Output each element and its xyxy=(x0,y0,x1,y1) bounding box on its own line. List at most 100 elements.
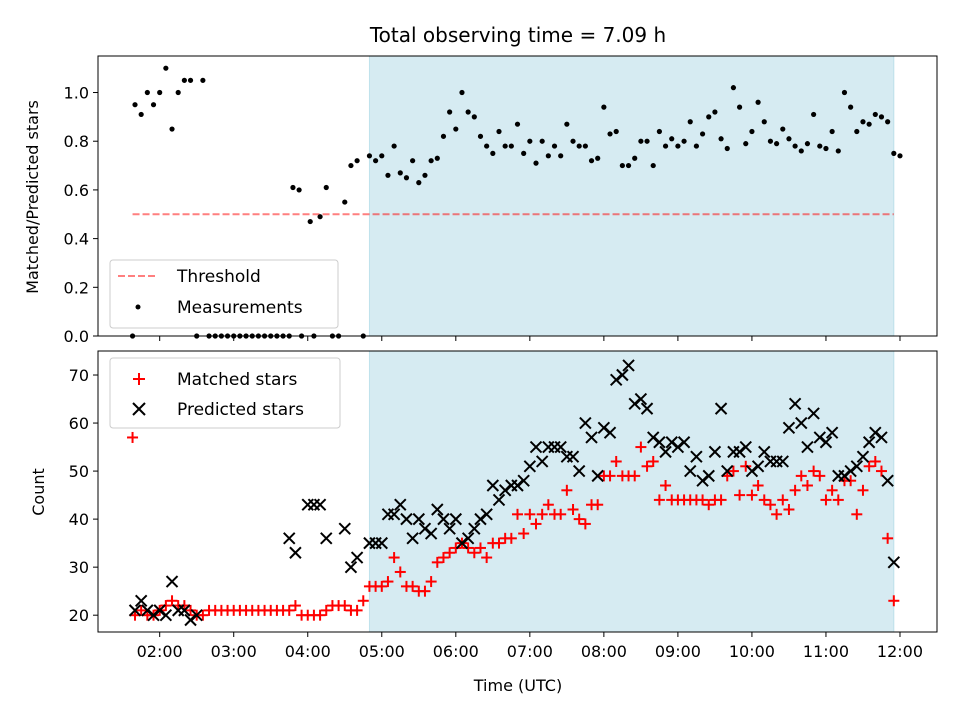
measurement-point xyxy=(878,114,885,120)
matched-point xyxy=(394,566,406,578)
measurement-point xyxy=(588,158,595,164)
measurement-point xyxy=(749,128,755,135)
measurement-point xyxy=(829,128,835,135)
predicted-point xyxy=(517,474,530,487)
matched-point xyxy=(561,484,573,496)
measurement-point xyxy=(582,143,588,149)
matched-point xyxy=(777,494,789,506)
matched-point xyxy=(388,552,400,564)
measurement-point xyxy=(379,153,385,159)
ratio-legend: Threshold Measurements xyxy=(109,259,339,329)
measurement-point xyxy=(440,133,447,139)
predicted-point xyxy=(579,416,592,430)
measurement-point xyxy=(385,172,391,178)
measurement-point xyxy=(767,138,774,144)
matched-point xyxy=(351,604,363,616)
matched-point xyxy=(869,455,881,467)
matched-point xyxy=(357,595,369,607)
matched-point xyxy=(635,441,647,453)
measurement-point xyxy=(169,126,175,132)
measurement-point xyxy=(514,121,521,127)
x-tick-label: 05:00 xyxy=(359,642,405,661)
measurement-point xyxy=(730,85,737,91)
measurement-point xyxy=(163,65,169,71)
measurement-point xyxy=(366,153,373,159)
matched-point xyxy=(376,580,388,592)
measurement-point xyxy=(804,141,811,147)
measurement-point xyxy=(601,104,607,110)
measurement-point xyxy=(897,153,903,159)
legend-matched-label: Matched stars xyxy=(177,370,297,390)
matched-point xyxy=(863,460,875,472)
measurement-point xyxy=(342,199,348,205)
predicted-point xyxy=(616,368,629,382)
predicted-point xyxy=(591,469,604,483)
predicted-point xyxy=(721,464,734,478)
predicted-point xyxy=(862,436,876,449)
measurement-point xyxy=(786,136,792,142)
measurement-point xyxy=(484,143,490,149)
measurement-point xyxy=(792,143,798,149)
matched-point xyxy=(604,470,616,482)
matched-point xyxy=(481,552,493,564)
measurement-point xyxy=(650,162,656,169)
count-shaded-span xyxy=(368,350,895,633)
ratio-y-tick-label: 0.2 xyxy=(64,278,89,297)
ratio-legend-box xyxy=(109,259,339,329)
predicted-point xyxy=(702,469,715,483)
measurement-point xyxy=(613,128,619,135)
predicted-point xyxy=(788,397,802,411)
predicted-point xyxy=(751,460,765,473)
measurement-point xyxy=(181,77,187,83)
measurement-point xyxy=(397,170,403,176)
ratio-y-tick-label: 0.4 xyxy=(64,230,89,249)
matched-point xyxy=(474,542,486,554)
measurement-point xyxy=(669,136,675,142)
predicted-point xyxy=(782,421,796,435)
ratio-y-tick-label: 0.8 xyxy=(64,132,89,151)
ratio-y-tick-label: 0.6 xyxy=(64,181,89,200)
predicted-point xyxy=(461,532,475,545)
predicted-point xyxy=(887,556,901,569)
predicted-point xyxy=(653,436,666,449)
predicted-point xyxy=(572,464,586,478)
matched-point xyxy=(641,460,653,472)
predicted-point xyxy=(758,445,771,459)
predicted-point xyxy=(881,474,894,487)
matched-point xyxy=(820,494,832,506)
measurement-point xyxy=(296,187,302,193)
matched-point xyxy=(425,576,437,588)
matched-point xyxy=(530,518,542,530)
predicted-point xyxy=(659,445,672,459)
matched-point xyxy=(875,465,887,477)
measurement-point xyxy=(675,143,681,149)
predicted-point xyxy=(468,522,481,535)
measurement-point xyxy=(132,102,138,108)
matched-point xyxy=(857,484,869,496)
predicted-point xyxy=(412,512,426,526)
matched-point xyxy=(289,600,301,612)
predicted-point xyxy=(394,498,407,511)
measurement-point xyxy=(521,150,527,156)
matched-point xyxy=(431,556,443,568)
measurement-point xyxy=(632,155,638,161)
ratio-y-tick-label: 0.0 xyxy=(64,327,89,346)
predicted-point xyxy=(684,464,697,478)
predicted-point xyxy=(529,440,543,454)
x-tick-label: 12:00 xyxy=(877,642,923,661)
predicted-point xyxy=(776,455,789,468)
measurement-point xyxy=(416,180,422,186)
matched-point xyxy=(135,604,147,616)
measurement-point xyxy=(656,128,662,135)
matched-point xyxy=(808,465,820,477)
matched-point xyxy=(653,494,665,506)
measurement-point xyxy=(774,141,780,147)
ratio-y-tick-label: 1.0 xyxy=(64,84,89,103)
count-plot-area: 02:00 03:00 04:00 05:00 06:00 07:00 08:00 09:00… xyxy=(69,350,938,661)
measurement-point xyxy=(798,148,804,154)
matched-point xyxy=(512,508,523,520)
matched-point xyxy=(789,484,801,496)
measurement-point xyxy=(157,89,163,96)
matched-point xyxy=(752,479,764,491)
